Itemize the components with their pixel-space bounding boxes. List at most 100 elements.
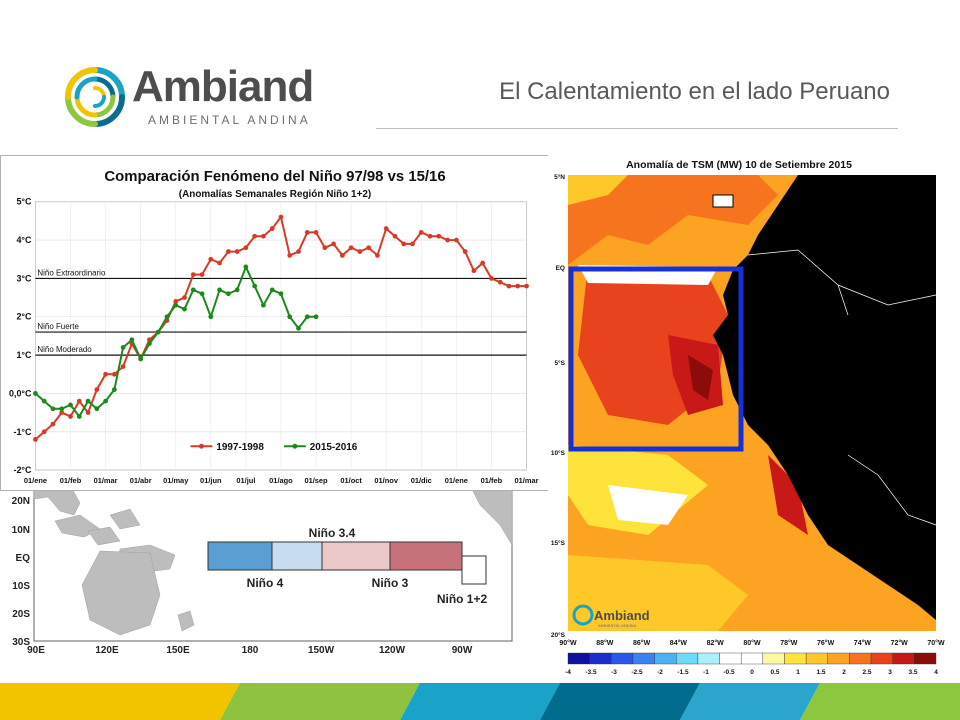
sst-lon-label: 80°W — [743, 639, 761, 647]
data-point-2015-2016 — [94, 406, 100, 412]
data-point-1997-1998 — [462, 249, 468, 254]
colorbar-label: 3.5 — [908, 669, 917, 676]
colorbar-swatch — [849, 652, 872, 665]
enso-lon-label: 180 — [242, 645, 259, 655]
sst-lat-label: 20°S — [551, 631, 566, 639]
enso-lon-label: 150E — [166, 645, 190, 655]
data-point-1997-1998 — [76, 398, 82, 404]
data-point-1997-1998 — [348, 245, 354, 251]
enso-lat-label: 10N — [12, 525, 30, 536]
enso-lon-label: 90E — [27, 645, 45, 655]
enso-lon-label: 120E — [95, 645, 119, 655]
colorbar-swatch — [740, 652, 764, 665]
sst-neutral-patch — [608, 485, 688, 525]
sst-map-title: Anomalía de TSM (MW) 10 de Setiembre 201… — [626, 159, 852, 171]
data-point-2015-2016 — [199, 291, 205, 297]
colorbar-label: 0.5 — [770, 669, 779, 676]
data-point-2015-2016 — [208, 314, 214, 320]
country-borders — [747, 249, 937, 526]
y-tick-label: 3°C — [16, 273, 32, 283]
data-point-2015-2016 — [33, 391, 38, 396]
colorbar-swatch — [719, 652, 742, 665]
data-point-1997-1998 — [208, 256, 214, 262]
enso-regions-map: 20N 10N EQ 10S 20S 30S 90E 120E 150E 180… — [12, 485, 513, 655]
x-tick-label: 01/mar — [515, 476, 539, 485]
data-point-1997-1998 — [182, 295, 187, 300]
watermark-swirl-icon — [572, 604, 594, 626]
y-tick-label: -2°C — [13, 465, 32, 475]
colorbar-swatch — [676, 652, 699, 665]
sst-lon-label: 82°W — [707, 639, 725, 647]
colorbar-label: -0.5 — [723, 669, 735, 676]
data-point-1997-1998 — [410, 241, 415, 247]
enso-lon-label: 150W — [308, 645, 335, 655]
data-point-2015-2016 — [313, 314, 319, 320]
x-tick-label: 01/sep — [304, 476, 328, 485]
x-tick-label: 01/ene — [445, 476, 468, 485]
colorbar-label: -3 — [611, 669, 617, 676]
data-point-1997-1998 — [173, 299, 179, 304]
nino12-region — [461, 555, 487, 585]
data-point-1997-1998 — [296, 249, 301, 254]
data-point-2015-2016 — [217, 287, 222, 293]
sst-lat-label: 15°S — [551, 539, 566, 547]
colorbar-swatch — [827, 652, 850, 665]
x-tick-label: 01/feb — [481, 476, 503, 485]
data-point-1997-1998 — [480, 260, 486, 266]
data-point-1997-1998 — [524, 283, 529, 289]
data-point-2015-2016 — [147, 341, 152, 346]
threshold-label: Niño Moderado — [37, 345, 92, 354]
data-point-1997-1998 — [489, 276, 494, 281]
nino34-east-region — [321, 541, 391, 571]
data-point-1997-1998 — [269, 226, 275, 231]
colorbar-swatch — [697, 652, 720, 665]
enso-lon-label: 120W — [379, 645, 406, 655]
sst-lon-label: 84°W — [670, 639, 688, 647]
data-point-2015-2016 — [243, 264, 249, 270]
data-point-2015-2016 — [59, 406, 65, 412]
data-point-1997-1998 — [103, 371, 108, 377]
colorbar-label: -1 — [703, 669, 709, 676]
colorbar-swatch — [914, 652, 937, 665]
sst-lon-label: 70°W — [927, 639, 945, 647]
x-tick-label: 01/abr — [130, 476, 152, 485]
data-point-2015-2016 — [182, 306, 187, 312]
data-point-2015-2016 — [129, 337, 135, 343]
colorbar-label: -2.5 — [631, 669, 643, 676]
enso-lat-label: 30S — [12, 637, 30, 648]
ambiand-logo: Ambiand AMBIENTAL ANDINA — [62, 62, 324, 132]
data-point-2015-2016 — [103, 398, 108, 404]
nino12-highlight-box — [568, 266, 744, 452]
data-point-1997-1998 — [111, 371, 117, 377]
data-point-1997-1998 — [418, 230, 424, 235]
watermark-sub: AMBIENTAL ANDINA — [598, 623, 637, 628]
sst-lon-label: 76°W — [817, 639, 835, 647]
data-point-1997-1998 — [436, 233, 442, 239]
x-tick-label: 01/ago — [269, 476, 293, 485]
data-point-1997-1998 — [278, 214, 284, 220]
x-tick-label: 01/feb — [60, 476, 82, 485]
threshold-label: Niño Fuerte — [37, 322, 79, 331]
footer-stripe-green — [220, 683, 420, 720]
sst-yellow-sw — [568, 555, 748, 631]
footer-stripe-yellow — [0, 683, 240, 720]
data-point-1997-1998 — [243, 245, 249, 251]
y-tick-label: 4°C — [16, 235, 32, 245]
y-tick-label: -1°C — [13, 427, 32, 437]
colorbar-swatch — [805, 652, 828, 665]
ambiand-swirl-icon — [65, 67, 125, 127]
data-point-1997-1998 — [225, 249, 231, 254]
data-point-2015-2016 — [278, 291, 284, 297]
legend-label-2015: 2015-2016 — [310, 442, 358, 453]
logo-name: Ambiand — [132, 62, 314, 111]
data-point-1997-1998 — [401, 241, 407, 247]
data-point-2015-2016 — [120, 345, 126, 350]
data-point-1997-1998 — [234, 249, 240, 254]
nino-comparison-chart: Comparación Fenómeno del Niño 97/98 vs 1… — [0, 155, 550, 491]
colorbar-swatch — [654, 652, 677, 665]
data-point-1997-1998 — [331, 241, 336, 247]
chart-y-axis: 5°C 4°C 3°C 2°C 1°C 0,0°C -1°C -2°C — [9, 197, 32, 475]
data-point-1997-1998 — [427, 233, 433, 239]
sst-lon-label: 74°W — [854, 639, 872, 647]
sst-lat-label: 5°S — [554, 359, 565, 367]
